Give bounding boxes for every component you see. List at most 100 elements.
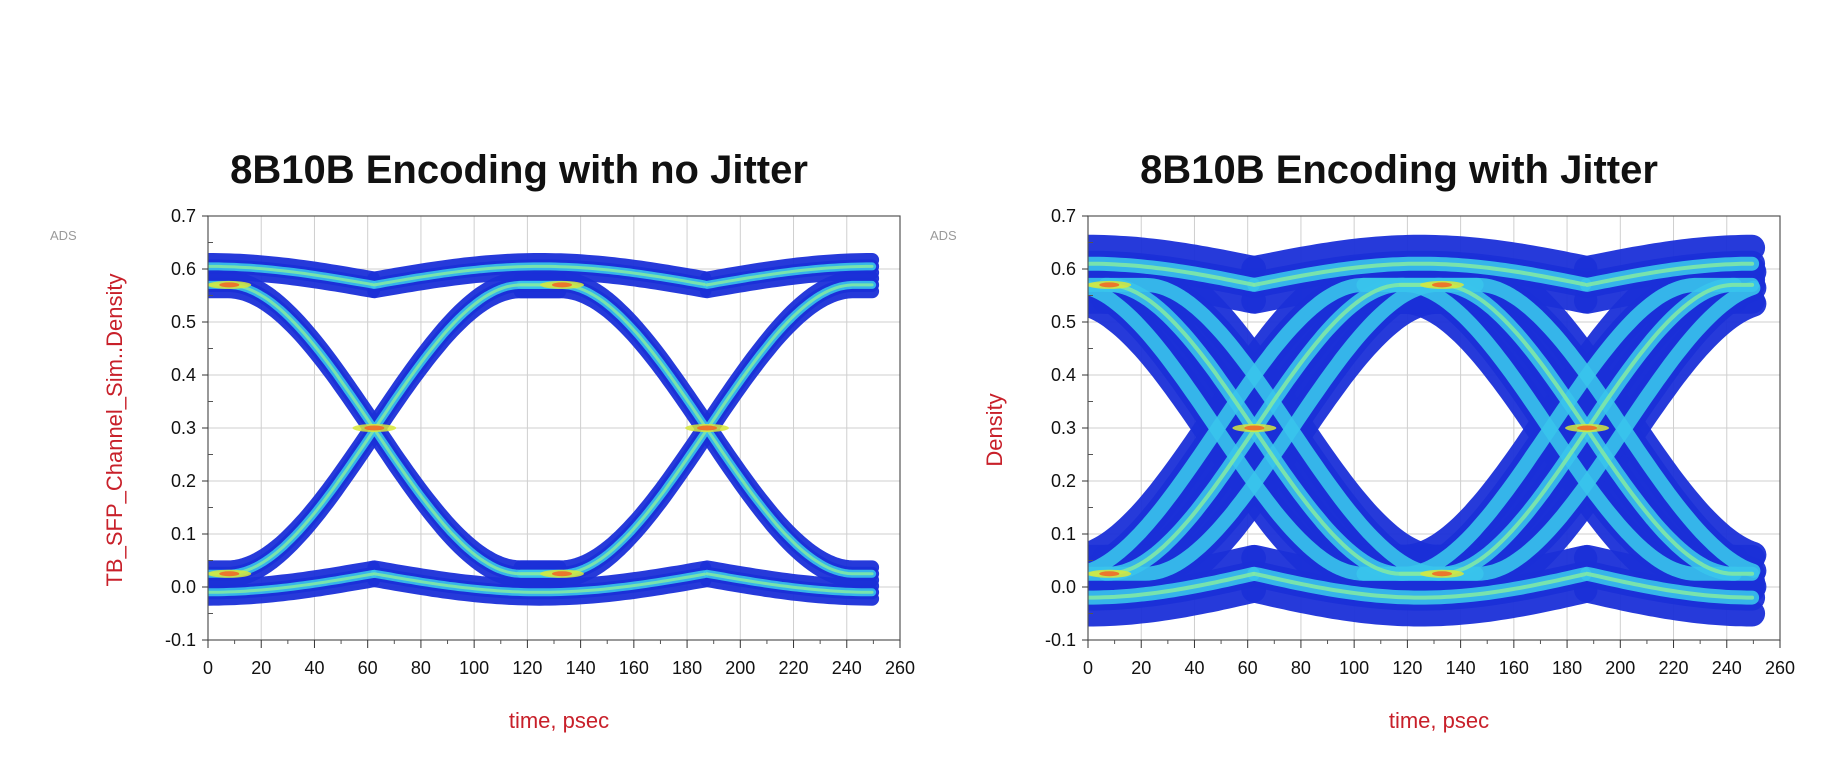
falling-edge-trace xyxy=(208,283,561,576)
max-density-spot xyxy=(1431,571,1452,577)
falling-edge-trace xyxy=(1431,277,1761,578)
max-density-spot xyxy=(1431,282,1452,288)
low-level-trace xyxy=(372,572,706,594)
low-level-trace xyxy=(1241,576,1598,627)
x-tick-label: 260 xyxy=(1765,658,1795,678)
x-tick-label: 80 xyxy=(1291,658,1311,678)
eye-diagram-with-jitter: 8B10B Encoding with Jitter ADS time, pse… xyxy=(930,148,1795,733)
max-density-spot xyxy=(1577,425,1598,431)
high-level-trace xyxy=(208,253,380,286)
x-tick-label: 20 xyxy=(1131,658,1151,678)
y-tick-label: 0.2 xyxy=(1051,471,1076,491)
high-level-trace xyxy=(705,264,874,287)
low-level-trace xyxy=(208,572,375,594)
y-tick-label: 0.0 xyxy=(171,577,196,597)
x-tick-label: 60 xyxy=(358,658,378,678)
eye-diagram-panel-with-jitter: 8B10B Encoding with Jitter ADS time, pse… xyxy=(880,0,1800,782)
low-level-trace xyxy=(705,572,874,594)
high-level-trace xyxy=(372,264,706,287)
falling-edge-trace xyxy=(519,283,874,576)
high-level-trace xyxy=(1574,234,1766,282)
low-level-trace xyxy=(1252,571,1587,600)
high-level-trace xyxy=(1585,261,1755,287)
rising-edge-trace xyxy=(519,283,874,576)
low-level-trace xyxy=(1088,576,1266,627)
y-tick-label: 0.2 xyxy=(171,471,196,491)
axis-ticks: 0 20 40 60 80 100 120 140 160 180 200 220 240 260 -0.1… xyxy=(165,206,915,678)
max-density-spot xyxy=(1244,425,1265,431)
high-level-trace xyxy=(1088,234,1266,282)
high-level-trace xyxy=(700,253,880,286)
rising-edge-trace xyxy=(1398,282,1755,576)
y-tick-label: 0.1 xyxy=(1051,524,1076,544)
low-level-trace xyxy=(1585,571,1755,600)
density-traces xyxy=(1088,234,1767,627)
axis-ticks: 0 20 40 60 80 100 120 140 160 180 200 220 240 260 -0.1… xyxy=(1045,206,1795,678)
x-tick-label: 180 xyxy=(672,658,702,678)
y-tick-label: -0.1 xyxy=(165,630,196,650)
low-level-trace xyxy=(367,560,712,593)
x-tick-label: 160 xyxy=(1499,658,1529,678)
y-tick-label: 0.1 xyxy=(171,524,196,544)
low-level-trace xyxy=(1241,544,1598,595)
max-density-spot xyxy=(551,282,572,288)
x-tick-label: 100 xyxy=(459,658,489,678)
max-density-spot xyxy=(551,571,572,577)
max-density-spot xyxy=(364,425,385,431)
x-tick-label: 260 xyxy=(885,658,915,678)
x-tick-label: 200 xyxy=(1605,658,1635,678)
low-level-trace xyxy=(1574,576,1766,627)
chart-title: 8B10B Encoding with no Jitter xyxy=(230,148,808,192)
y-tick-label: 0.7 xyxy=(1051,206,1076,226)
y-tick-label: 0.7 xyxy=(171,206,196,226)
y-axis-label: Density xyxy=(982,393,1007,466)
y-tick-label: 0.5 xyxy=(171,312,196,332)
x-tick-label: 40 xyxy=(304,658,324,678)
eye-diagram-panel-no-jitter: 8B10B Encoding with no Jitter ADS time, … xyxy=(50,148,915,733)
x-axis-label: time, psec xyxy=(1389,708,1489,733)
max-density-spot xyxy=(219,282,240,288)
x-tick-label: 100 xyxy=(1339,658,1369,678)
x-tick-label: 240 xyxy=(832,658,862,678)
y-tick-label: -0.1 xyxy=(1045,630,1076,650)
rising-edge-trace xyxy=(1088,277,1411,578)
x-tick-label: 160 xyxy=(619,658,649,678)
high-level-trace xyxy=(208,264,375,287)
rising-edge-trace xyxy=(1088,282,1442,576)
rising-edge-trace xyxy=(208,283,561,576)
x-tick-label: 240 xyxy=(1712,658,1742,678)
x-tick-label: 60 xyxy=(1238,658,1258,678)
y-tick-label: 0.4 xyxy=(1051,365,1076,385)
y-tick-label: 0.0 xyxy=(1051,577,1076,597)
ads-brand-label: ADS xyxy=(50,228,77,243)
x-tick-label: 200 xyxy=(725,658,755,678)
max-density-spot xyxy=(1099,571,1120,577)
y-tick-label: 0.4 xyxy=(171,365,196,385)
max-density-spot xyxy=(219,571,240,577)
x-tick-label: 220 xyxy=(1659,658,1689,678)
high-level-trace xyxy=(1088,261,1255,287)
y-tick-label: 0.6 xyxy=(1051,259,1076,279)
eye-diagram-no-jitter: 8B10B Encoding with no Jitter ADS time, … xyxy=(50,148,915,733)
rising-edge-trace xyxy=(1431,280,1761,581)
falling-edge-trace xyxy=(1088,280,1411,581)
falling-edge-trace xyxy=(1398,282,1755,576)
low-level-trace xyxy=(700,560,880,593)
x-tick-label: 140 xyxy=(566,658,596,678)
high-level-trace xyxy=(1252,261,1587,287)
high-level-trace xyxy=(1241,234,1598,282)
x-tick-label: 120 xyxy=(512,658,542,678)
x-tick-label: 80 xyxy=(411,658,431,678)
x-tick-label: 40 xyxy=(1184,658,1204,678)
x-tick-label: 0 xyxy=(1083,658,1093,678)
x-axis-label: time, psec xyxy=(509,708,609,733)
max-density-spot xyxy=(697,425,718,431)
max-density-spot xyxy=(1099,282,1120,288)
y-tick-label: 0.6 xyxy=(171,259,196,279)
chart-title: 8B10B Encoding with Jitter xyxy=(1140,148,1658,192)
y-axis-label: TB_SFP_Channel_Sim..Density xyxy=(102,273,127,586)
low-level-trace xyxy=(1088,572,1255,600)
y-tick-label: 0.5 xyxy=(1051,312,1076,332)
x-tick-label: 0 xyxy=(203,658,213,678)
